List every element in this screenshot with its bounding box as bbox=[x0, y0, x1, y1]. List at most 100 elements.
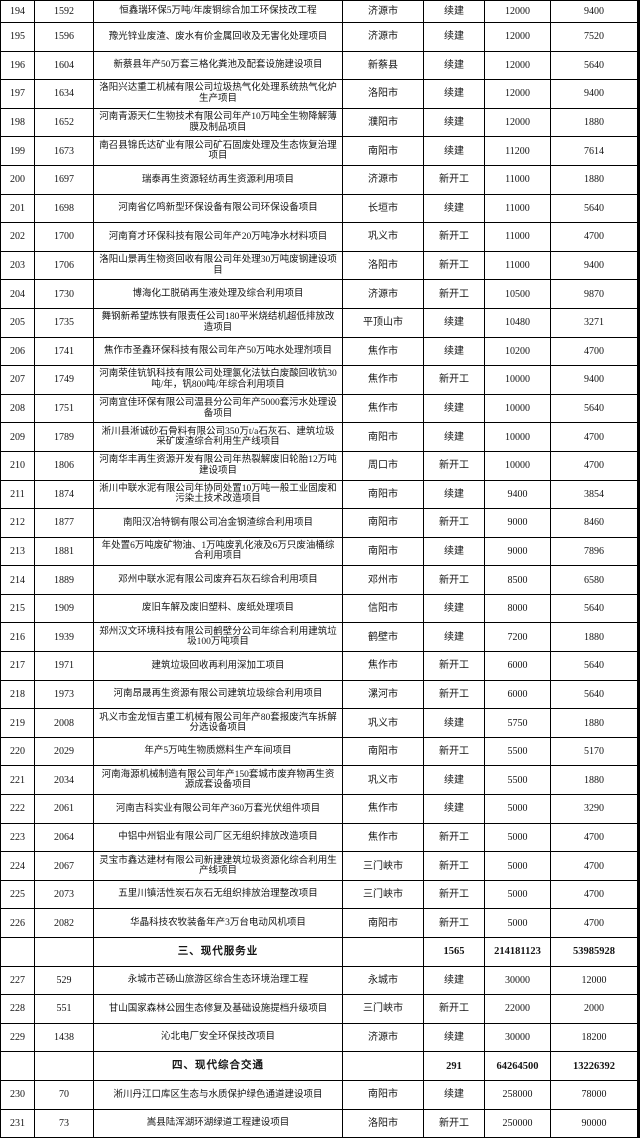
project-city: 焦作市 bbox=[343, 652, 423, 680]
table-row: 198 1652 河南青源天仁生物技术有限公司年产10万吨全生物降解薄膜及制品项目濮… bbox=[1, 108, 639, 137]
table-row: 224 2067 灵宝市鑫达建材有限公司新建建筑垃圾资源化综合利用生产线项目 三门峡市… bbox=[1, 852, 639, 880]
investment-total: 11000 bbox=[485, 223, 550, 251]
project-status: 续建 bbox=[424, 394, 484, 423]
table-row: 221 2034 河南海源机械制造有限公司年产150套城市废弃物再生资源成套设备项目… bbox=[1, 766, 639, 795]
investment-total: 12000 bbox=[485, 51, 550, 80]
project-status: 新开工 bbox=[424, 880, 484, 909]
investment-total: 12000 bbox=[485, 1, 550, 22]
row-id: 2067 bbox=[35, 852, 93, 880]
row-seq: 199 bbox=[1, 137, 34, 165]
table-row: 209 1789 淅川县淅诚砂石骨料有限公司350万t/a石灰石、建筑垃圾采矿废渣综… bbox=[1, 423, 639, 451]
project-name: 淅川中联水泥有限公司年协同处置10万吨一般工业固废和污染土技术改造项目 bbox=[94, 480, 342, 509]
row-id: 1698 bbox=[35, 194, 93, 223]
row-seq: 229 bbox=[1, 1023, 34, 1052]
investment-annual: 3854 bbox=[551, 480, 637, 509]
row-id: 2034 bbox=[35, 766, 93, 795]
investment-total: 250000 bbox=[485, 1109, 550, 1138]
project-status: 续建 bbox=[424, 795, 484, 823]
row-seq: 218 bbox=[1, 680, 34, 709]
project-city: 南阳市 bbox=[343, 137, 423, 165]
table-row: 229 1438 沁北电厂安全环保技改项目 济源市 续建 30000 18200 bbox=[1, 1023, 639, 1052]
investment-annual: 4700 bbox=[551, 880, 637, 909]
row-id: 1889 bbox=[35, 566, 93, 594]
investment-total: 10480 bbox=[485, 308, 550, 337]
project-city: 永城市 bbox=[343, 966, 423, 995]
table-row: 212 1877 南阳汉冶特钢有限公司冶金钢渣综合利用项目 南阳市 新开工 9000 846… bbox=[1, 509, 639, 537]
row-id: 2029 bbox=[35, 737, 93, 766]
row-id: 2008 bbox=[35, 709, 93, 737]
row-seq: 227 bbox=[1, 966, 34, 995]
section-total-row: 三、现代服务业 1565 214181123 53985928 bbox=[1, 938, 639, 966]
project-name: 河南海源机械制造有限公司年产150套城市废弃物再生资源成套设备项目 bbox=[94, 766, 342, 795]
row-seq: 230 bbox=[1, 1080, 34, 1109]
table-row: 194 1592 恒鑫瑞环保5万吨/年废铜综合加工环保技改工程 济源市 续建 12000 9… bbox=[1, 1, 639, 22]
row-id: 73 bbox=[35, 1109, 93, 1138]
table-row: 214 1889 邓州中联水泥有限公司废弃石灰石综合利用项目 邓州市 新开工 8500 65… bbox=[1, 566, 639, 594]
section-total-row: 四、现代综合交通 291 64264500 13226392 bbox=[1, 1052, 639, 1080]
investment-total: 5000 bbox=[485, 823, 550, 852]
row-seq: 211 bbox=[1, 480, 34, 509]
investment-total: 10000 bbox=[485, 423, 550, 451]
project-name: 五里川镇活性炭石灰石无组织排放治理整改项目 bbox=[94, 880, 342, 909]
project-name: 河南昂晟再生资源有限公司建筑垃圾综合利用项目 bbox=[94, 680, 342, 709]
project-status: 续建 bbox=[424, 966, 484, 995]
project-name: 河南青源天仁生物技术有限公司年产10万吨全生物降解薄膜及制品项目 bbox=[94, 108, 342, 137]
project-city: 巩义市 bbox=[343, 223, 423, 251]
investment-annual: 5170 bbox=[551, 737, 637, 766]
row-id: 2064 bbox=[35, 823, 93, 852]
row-id: 1973 bbox=[35, 680, 93, 709]
row-seq: 195 bbox=[1, 23, 34, 51]
investment-total: 5750 bbox=[485, 709, 550, 737]
project-city: 漯河市 bbox=[343, 680, 423, 709]
project-status: 新开工 bbox=[424, 280, 484, 308]
project-status: 新开工 bbox=[424, 852, 484, 880]
project-status: 新开工 bbox=[424, 680, 484, 709]
project-city: 洛阳市 bbox=[343, 1109, 423, 1138]
row-seq: 198 bbox=[1, 108, 34, 137]
project-city: 濮阳市 bbox=[343, 108, 423, 137]
row-id: 1730 bbox=[35, 280, 93, 308]
row-id: 1438 bbox=[35, 1023, 93, 1052]
project-status: 新开工 bbox=[424, 165, 484, 194]
project-city: 济源市 bbox=[343, 1, 423, 22]
table-row: 211 1874 淅川中联水泥有限公司年协同处置10万吨一般工业固废和污染土技术改造… bbox=[1, 480, 639, 509]
investment-annual: 78000 bbox=[551, 1080, 637, 1109]
project-name: 焦作市圣鑫环保科技有限公司年产50万吨水处理剂项目 bbox=[94, 337, 342, 366]
project-status: 续建 bbox=[424, 709, 484, 737]
project-name: 年产5万吨生物质燃料生产车间项目 bbox=[94, 737, 342, 766]
investment-annual: 4700 bbox=[551, 423, 637, 451]
investment-annual: 5640 bbox=[551, 194, 637, 223]
row-id: 1634 bbox=[35, 80, 93, 108]
investment-annual: 6580 bbox=[551, 566, 637, 594]
project-name: 洛阳山景再生物资回收有限公司年处理30万吨废钢建设项目 bbox=[94, 251, 342, 280]
investment-annual: 4700 bbox=[551, 451, 637, 480]
row-seq: 208 bbox=[1, 394, 34, 423]
project-city: 南阳市 bbox=[343, 1080, 423, 1109]
row-id: 1939 bbox=[35, 623, 93, 652]
row-seq: 201 bbox=[1, 194, 34, 223]
row-seq: 213 bbox=[1, 537, 34, 566]
row-seq: 196 bbox=[1, 51, 34, 80]
row-id: 529 bbox=[35, 966, 93, 995]
table-row: 197 1634 洛阳兴达重工机械有限公司垃圾热气化处理系统热气化炉生产项目 洛阳市续… bbox=[1, 80, 639, 108]
table-row: 204 1730 博海化工脱硝再生液处理及综合利用项目 济源市 新开工 10500 9870 bbox=[1, 280, 639, 308]
row-seq: 206 bbox=[1, 337, 34, 366]
table-row: 205 1735 舞钢新希望炼铁有限责任公司180平米烧结机超低排放改造项目 平顶山市… bbox=[1, 308, 639, 337]
project-status: 续建 bbox=[424, 194, 484, 223]
table-row: 202 1700 河南育才环保科技有限公司年产20万吨净水材料项目 巩义市 新开工 110… bbox=[1, 223, 639, 251]
row-id: 1700 bbox=[35, 223, 93, 251]
investment-total: 9000 bbox=[485, 509, 550, 537]
project-name: 洛阳兴达重工机械有限公司垃圾热气化处理系统热气化炉生产项目 bbox=[94, 80, 342, 108]
row-seq: 217 bbox=[1, 652, 34, 680]
table-row: 196 1604 新蔡县年产50万套三格化粪池及配套设施建设项目 新蔡县 续建 12000… bbox=[1, 51, 639, 80]
row-id: 1741 bbox=[35, 337, 93, 366]
section-project-status: 291 bbox=[424, 1052, 484, 1080]
investment-total: 10500 bbox=[485, 280, 550, 308]
table-row: 207 1749 河南荣佳钪钒科技有限公司处理氯化法钛白废酸回收钪30吨/年，钒80… bbox=[1, 366, 639, 394]
project-name: 郑州汉文环境科技有限公司鹤壁分公司年综合利用建筑垃圾100万吨项目 bbox=[94, 623, 342, 652]
investment-total: 5000 bbox=[485, 909, 550, 937]
table-row: 219 2008 巩义市金龙恒吉重工机械有限公司年产80套报废汽车拆解分选设备项目巩… bbox=[1, 709, 639, 737]
row-id: 1751 bbox=[35, 394, 93, 423]
investment-total: 12000 bbox=[485, 80, 550, 108]
project-city: 洛阳市 bbox=[343, 80, 423, 108]
